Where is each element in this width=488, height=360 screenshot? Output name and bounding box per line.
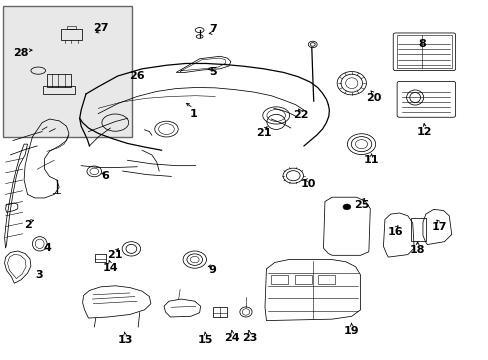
- Text: 16: 16: [387, 227, 403, 237]
- Text: 15: 15: [198, 334, 213, 345]
- Text: 22: 22: [292, 111, 308, 121]
- Text: 13: 13: [117, 334, 132, 345]
- Text: 21: 21: [107, 250, 123, 260]
- Text: 4: 4: [43, 243, 51, 253]
- Text: 2: 2: [23, 220, 31, 230]
- Text: 20: 20: [366, 93, 381, 103]
- Text: 7: 7: [208, 24, 216, 35]
- Bar: [410, 218, 425, 241]
- Bar: [212, 307, 227, 317]
- Text: 1: 1: [189, 109, 197, 119]
- Bar: [396, 36, 451, 68]
- Text: 17: 17: [431, 222, 447, 231]
- Bar: [3, 6, 132, 137]
- Text: 25: 25: [353, 200, 368, 210]
- Text: 23: 23: [241, 333, 257, 343]
- Text: 9: 9: [208, 265, 216, 275]
- Text: 6: 6: [102, 171, 109, 181]
- Text: 11: 11: [363, 155, 378, 165]
- Bar: [61, 29, 82, 40]
- Bar: [294, 275, 311, 284]
- Bar: [67, 26, 76, 29]
- Text: 24: 24: [224, 333, 240, 343]
- Circle shape: [342, 204, 350, 210]
- Bar: [318, 275, 334, 284]
- Text: 18: 18: [409, 245, 425, 255]
- Text: 5: 5: [208, 67, 216, 77]
- Bar: [271, 275, 288, 284]
- Text: 8: 8: [418, 39, 426, 49]
- Text: 12: 12: [416, 127, 432, 136]
- Bar: [43, 86, 75, 94]
- Text: 28: 28: [13, 48, 29, 58]
- Text: 21: 21: [256, 129, 271, 138]
- Text: 10: 10: [300, 179, 315, 189]
- Bar: [47, 74, 71, 87]
- Text: 26: 26: [129, 71, 145, 81]
- Text: 14: 14: [102, 263, 118, 273]
- Bar: [95, 253, 106, 262]
- Text: 3: 3: [35, 270, 42, 280]
- Text: 19: 19: [343, 325, 359, 336]
- Text: 27: 27: [93, 23, 108, 33]
